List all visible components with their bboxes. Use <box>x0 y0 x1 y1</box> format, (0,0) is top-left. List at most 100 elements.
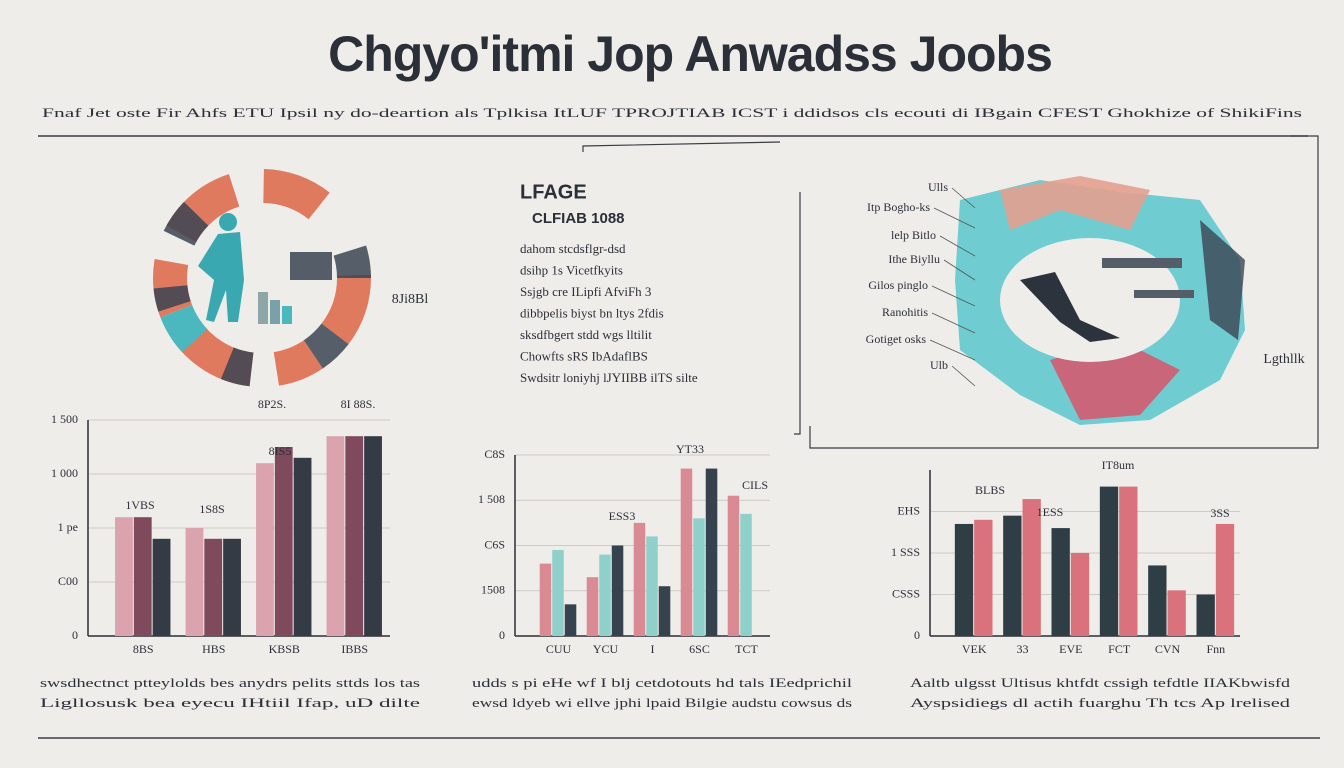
donut-illustration: 8Ji8Bl <box>153 169 429 387</box>
annotation: 1S8S <box>199 502 224 516</box>
leader-line <box>929 339 976 361</box>
annotation: 3SS <box>1210 506 1229 520</box>
leader-line <box>931 285 976 307</box>
y-tick-label: C00 <box>58 574 78 588</box>
bar <box>564 604 577 636</box>
bar <box>345 436 364 636</box>
annotation: IT8um <box>1102 458 1135 472</box>
bar <box>705 468 718 636</box>
bar <box>364 436 382 636</box>
bar <box>1167 590 1186 636</box>
y-tick-label: 1 500 <box>51 412 78 426</box>
diagram-label: Ulls <box>928 180 948 194</box>
y-tick-label: 0 <box>914 628 920 642</box>
diagram-label: lelp Bitlo <box>891 228 936 242</box>
block <box>270 300 280 324</box>
bar <box>1215 523 1235 636</box>
annotation: 1ESS <box>1037 505 1064 519</box>
x-tick-label: CUU <box>546 642 572 656</box>
bar <box>256 463 274 636</box>
bracket <box>582 141 781 152</box>
shape <box>1200 220 1245 340</box>
bar <box>1099 486 1119 636</box>
y-tick-label: 1 000 <box>51 466 78 480</box>
text-line: dahom stcdsflgr-dsd <box>520 241 626 256</box>
x-tick-label: Fnn <box>1206 642 1225 656</box>
diagram-label: Ulb <box>930 358 948 372</box>
x-tick-label: FCT <box>1108 642 1131 656</box>
annotation: 8I 88S. <box>341 397 376 411</box>
text-line: Swdsitr loniyhj lJYIIBB ilTS silte <box>520 370 698 385</box>
x-tick-label: I <box>651 642 655 656</box>
shape <box>1000 176 1150 230</box>
x-tick-label: 8BS <box>133 642 154 656</box>
leader-line <box>951 365 976 387</box>
y-tick-label: 0 <box>72 628 78 642</box>
frame <box>809 135 1319 449</box>
bar <box>727 495 740 636</box>
text-line: dsihp 1s Vicetfkyits <box>520 262 623 277</box>
illustration-label: 8Ji8Bl <box>392 292 429 307</box>
x-tick-label: 33 <box>1017 642 1029 656</box>
caption: Aaltb ulgsst Ultisus khtfdt cssigh tefdt… <box>910 675 1291 690</box>
bar <box>658 586 671 636</box>
diagram-label: Ranohitis <box>882 305 928 319</box>
leader-line <box>939 235 976 257</box>
bar <box>693 518 705 636</box>
bar <box>133 517 152 636</box>
y-tick-label: EHS <box>897 503 920 517</box>
bar <box>1003 515 1022 636</box>
text-lines: dahom stcdsflgr-dsd dsihp 1s Vicetfkyits S… <box>520 241 698 385</box>
x-tick-label: KBSB <box>269 642 300 656</box>
bar-chart: 0 C00 1 pe 1 000 1 500 8BS HBS KBSB IBBS 8P2S. 8I … <box>51 397 390 656</box>
subtitle: Fnaf Jet oste Fir Ahfs ETU Ipsil ny do-d… <box>42 105 1302 120</box>
leader-line <box>943 259 976 281</box>
bar <box>274 447 293 636</box>
text-line: Chowfts sRS IbAdaflBS <box>520 348 648 363</box>
bracket <box>794 192 801 435</box>
y-tick-label: 1 SSS <box>891 545 920 559</box>
bar <box>680 468 693 636</box>
caption: swsdhectnct ptteylolds bes anydrs pelits… <box>40 675 420 690</box>
bar <box>586 577 599 636</box>
bar <box>740 513 752 636</box>
y-tick-label: C6S <box>484 537 505 551</box>
bar-icon <box>1102 258 1182 268</box>
annotation: YT33 <box>676 442 704 456</box>
y-tick-label: 1 pe <box>58 520 78 534</box>
caption: udds s pi eHe wf I blj cetdotouts hd tal… <box>472 675 853 690</box>
leader-line <box>951 187 976 209</box>
bar <box>115 517 133 636</box>
y-tick-label: 0 <box>499 628 505 642</box>
annotation: 8IS5 <box>269 444 292 458</box>
bar <box>1070 553 1090 636</box>
x-tick-label: TCT <box>735 642 758 656</box>
x-tick-label: YCU <box>593 642 619 656</box>
bar <box>326 436 345 636</box>
title: Chgyo'itmi Jop Anwadss Joobs <box>328 26 1052 82</box>
block <box>282 306 292 324</box>
charts: 0 C00 1 pe 1 000 1 500 8BS HBS KBSB IBBS 8P2S. 8I … <box>51 397 1240 656</box>
arrow <box>1020 272 1120 342</box>
x-tick-label: HBS <box>202 642 225 656</box>
caption: Ligllosusk bea eyecu IHtiil Ifap, uD dil… <box>40 695 420 710</box>
bar <box>223 538 241 636</box>
diagram-illustration: Ulls Itp Bogho-ks lelp Bitlo Ithe Biyllu Gil… <box>866 176 1305 425</box>
annotation: 1VBS <box>125 498 154 512</box>
diagram-label: Gilos pinglo <box>868 278 928 292</box>
figure-head <box>219 213 237 231</box>
bar-icon <box>1134 290 1194 298</box>
bar <box>1196 594 1215 636</box>
leader-line <box>931 312 976 334</box>
text-line: Ssjgb cre ILipfi AfviFh 3 <box>520 284 651 299</box>
annotation: CILS <box>742 478 768 492</box>
text-line: sksdfbgert stdd wgs lltilit <box>520 327 652 342</box>
leader-line <box>933 207 976 229</box>
annotation: BLBS <box>975 483 1005 497</box>
bar <box>611 545 624 636</box>
bar <box>974 519 993 636</box>
bar-chart: 0 1508 C6S 1 508 C8S CUU YCU I 6SC TCT YT33 ESS3 CIL… <box>478 442 770 656</box>
bar <box>1119 486 1138 636</box>
bar <box>633 522 646 636</box>
